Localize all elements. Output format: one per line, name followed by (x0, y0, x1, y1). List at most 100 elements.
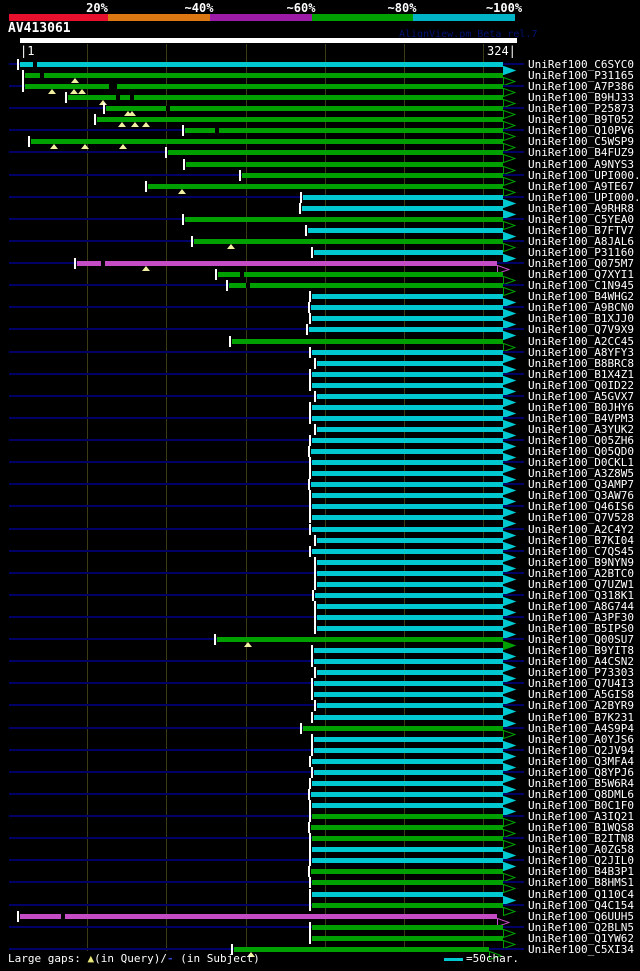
row-label[interactable]: UniRef100_A8JAL6 (528, 234, 634, 248)
alignment-bar[interactable] (312, 836, 504, 842)
alignment-bar[interactable] (316, 426, 504, 432)
row-label[interactable]: UniRef100_B1X4Z1 (528, 367, 634, 381)
row-label[interactable]: UniRef100_Q6UUH5 (528, 909, 634, 923)
alignment-bar[interactable] (20, 62, 504, 67)
row-label[interactable]: UniRef100_A0ZG58 (528, 843, 634, 857)
alignment-bar[interactable] (312, 880, 504, 886)
alignment-bar[interactable] (316, 670, 504, 676)
row-label[interactable]: UniRef100_Q2JV94 (528, 743, 634, 757)
alignment-bar[interactable] (312, 758, 504, 764)
alignment-bar[interactable] (216, 637, 504, 643)
row-label[interactable]: UniRef100_Q10PV6 (528, 124, 634, 138)
row-label[interactable]: UniRef100_B9YIT8 (528, 644, 634, 658)
row-label[interactable]: UniRef100_A0YJS6 (528, 732, 634, 746)
row-label[interactable]: UniRef100_Q8DML6 (528, 787, 634, 801)
row-label[interactable]: UniRef100_C5WSP9 (528, 135, 634, 149)
alignment-bar[interactable] (147, 183, 504, 189)
row-label[interactable]: UniRef100_A5GIS8 (528, 688, 634, 702)
alignment-bar[interactable] (312, 382, 504, 388)
row-label[interactable]: UniRef100_B7KI04 (528, 533, 634, 547)
alignment-bar[interactable] (312, 294, 504, 300)
row-label[interactable]: UniRef100_Q4C154 (528, 898, 634, 912)
row-label[interactable]: UniRef100_C7QS45 (528, 544, 634, 558)
alignment-bar[interactable] (184, 128, 504, 134)
alignment-bar[interactable] (310, 869, 504, 875)
row-label[interactable]: UniRef100_P73303 (528, 666, 634, 680)
row-label[interactable]: UniRef100_C1N945 (528, 279, 634, 293)
row-label[interactable]: UniRef100_A2CC45 (528, 334, 634, 348)
alignment-bar[interactable] (312, 316, 504, 322)
alignment-bar[interactable] (316, 703, 504, 709)
row-label[interactable]: UniRef100_B7K231 (528, 710, 634, 724)
alignment-bar[interactable] (312, 349, 504, 355)
alignment-bar[interactable] (184, 216, 504, 222)
alignment-bar[interactable] (312, 438, 504, 444)
row-label[interactable]: UniRef100_A3Z8W5 (528, 467, 634, 481)
row-label[interactable]: UniRef100_B4VPM3 (528, 411, 634, 425)
row-label[interactable]: UniRef100_A2BYR9 (528, 699, 634, 713)
row-label[interactable]: UniRef100_Q2JIL0 (528, 854, 634, 868)
row-label[interactable]: UniRef100_B9HJ33 (528, 91, 634, 105)
row-label[interactable]: UniRef100_A2BTC0 (528, 566, 634, 580)
alignment-bar[interactable] (303, 725, 504, 731)
row-label[interactable]: UniRef100_A4S9P4 (528, 721, 634, 735)
alignment-bar[interactable] (229, 283, 504, 289)
alignment-bar[interactable] (316, 570, 504, 576)
alignment-bar[interactable] (301, 205, 504, 211)
row-label[interactable]: UniRef100_UPI000.. (528, 168, 640, 182)
row-label[interactable]: UniRef100_B8BRC8 (528, 356, 634, 370)
alignment-bar[interactable] (307, 227, 504, 233)
alignment-bar[interactable] (233, 946, 490, 952)
alignment-bar[interactable] (316, 626, 504, 632)
alignment-bar[interactable] (312, 858, 504, 864)
row-label[interactable]: UniRef100_A4CSN2 (528, 655, 634, 669)
row-label[interactable]: UniRef100_UPI000.. (528, 190, 640, 204)
row-label[interactable]: UniRef100_B0JHY6 (528, 400, 634, 414)
row-label[interactable]: UniRef100_C6SYC0 (528, 58, 634, 71)
alignment-bar[interactable] (312, 548, 504, 554)
row-label[interactable]: UniRef100_D0CKL1 (528, 456, 634, 470)
row-label[interactable]: UniRef100_A9TE67 (528, 179, 634, 193)
row-label[interactable]: UniRef100_A3PF30 (528, 611, 634, 624)
row-label[interactable]: UniRef100_A8YFY3 (528, 345, 634, 359)
alignment-bar[interactable] (30, 139, 504, 145)
alignment-bar[interactable] (313, 747, 504, 753)
row-label[interactable]: UniRef100_Q7V9X9 (528, 323, 634, 337)
alignment-bar[interactable] (303, 194, 504, 200)
row-label[interactable]: UniRef100_B4FUZ9 (528, 146, 634, 160)
row-label[interactable]: UniRef100_A3YUK2 (528, 422, 634, 436)
alignment-bar[interactable] (96, 117, 504, 123)
row-label[interactable]: UniRef100_Q110C4 (528, 887, 634, 901)
alignment-bar[interactable] (313, 692, 504, 698)
alignment-bar[interactable] (312, 415, 504, 421)
alignment-bar[interactable] (316, 393, 504, 399)
alignment-bar[interactable] (316, 559, 504, 565)
alignment-bar[interactable] (312, 515, 504, 521)
row-label[interactable]: UniRef100_Q075M7 (528, 257, 634, 271)
row-label[interactable]: UniRef100_B0C1F0 (528, 799, 634, 813)
alignment-bar[interactable] (312, 803, 504, 809)
row-label[interactable]: UniRef100_Q8YPJ6 (528, 765, 634, 779)
alignment-bar[interactable] (313, 714, 504, 720)
alignment-bar[interactable] (312, 847, 504, 853)
alignment-bar[interactable] (312, 814, 504, 820)
row-label[interactable]: UniRef100_Q3AMP7 (528, 478, 634, 492)
alignment-bar[interactable] (313, 250, 504, 256)
alignment-bar[interactable] (316, 537, 504, 543)
alignment-bar[interactable] (310, 482, 504, 488)
alignment-bar[interactable] (218, 272, 504, 278)
row-label[interactable]: UniRef100_P31165 (528, 69, 634, 83)
alignment-bar[interactable] (316, 615, 504, 620)
row-label[interactable]: UniRef100_A9RHR8 (528, 201, 634, 215)
alignment-bar[interactable] (313, 736, 504, 742)
alignment-bar[interactable] (312, 902, 504, 908)
row-label[interactable]: UniRef100_A8G744 (528, 599, 634, 613)
row-label[interactable]: UniRef100_Q318K1 (528, 588, 634, 602)
alignment-bar[interactable] (312, 924, 504, 930)
row-label[interactable]: UniRef100_Q46IS6 (528, 500, 634, 514)
row-label[interactable]: UniRef100_B8HMS1 (528, 876, 634, 890)
row-label[interactable]: UniRef100_C5YEA0 (528, 212, 634, 226)
row-label[interactable]: UniRef100_B9T052 (528, 113, 634, 127)
row-label[interactable]: UniRef100_B1WQS8 (528, 821, 634, 835)
row-label[interactable]: UniRef100_P31160 (528, 246, 634, 260)
